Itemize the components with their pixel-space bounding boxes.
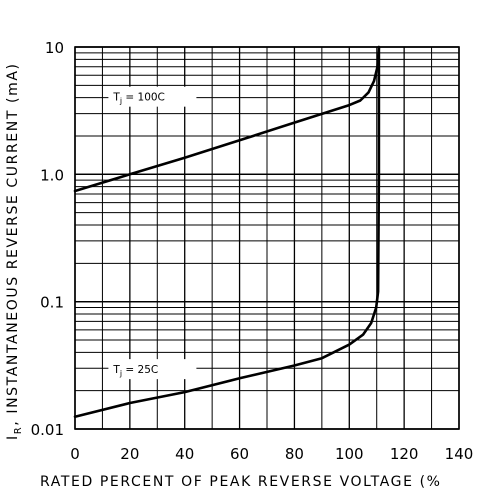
x-tick-label: 120 bbox=[390, 445, 419, 463]
x-tick-label: 140 bbox=[445, 445, 474, 463]
series-label-0: Tj = 100C bbox=[112, 92, 165, 106]
x-tick-label: 100 bbox=[335, 445, 364, 463]
x-axis-title: RATED PERCENT OF PEAK REVERSE VOLTAGE (% bbox=[40, 474, 442, 490]
series-label-background bbox=[108, 86, 197, 107]
series-line-0 bbox=[73, 45, 381, 193]
y-tick-label: 10 bbox=[45, 39, 64, 57]
series-label-1: Tj = 25C bbox=[112, 364, 158, 378]
series-line-1 bbox=[73, 45, 381, 418]
x-tick-label: 80 bbox=[285, 445, 304, 463]
y-tick-label: 0.01 bbox=[31, 421, 64, 439]
x-tick-labels: 0 20 40 60 80 100 120 140 bbox=[70, 445, 473, 463]
x-tick-label: 60 bbox=[230, 445, 249, 463]
y-tick-label: 0.1 bbox=[40, 294, 64, 312]
y-axis-title: IR, INSTANTANEOUS REVERSE CURRENT (mA) bbox=[5, 62, 24, 440]
series-label-background bbox=[108, 359, 197, 380]
y-tick-labels: 0.01 0.1 1.0 10 bbox=[31, 39, 64, 439]
x-tick-label: 20 bbox=[120, 445, 139, 463]
y-axis-text: INSTANTANEOUS REVERSE CURRENT (mA) bbox=[5, 62, 21, 413]
plot-frame bbox=[74, 46, 460, 430]
y-axis-symbol: I bbox=[5, 434, 21, 440]
curve-labels: Tj = 100C Tj = 25C bbox=[108, 86, 197, 380]
curves bbox=[73, 45, 381, 418]
y-axis-comma: , bbox=[5, 420, 21, 426]
x-tick-label: 40 bbox=[175, 445, 194, 463]
y-tick-label: 1.0 bbox=[40, 166, 64, 184]
x-tick-label: 0 bbox=[70, 445, 80, 463]
y-axis-subscript: R bbox=[13, 426, 24, 435]
